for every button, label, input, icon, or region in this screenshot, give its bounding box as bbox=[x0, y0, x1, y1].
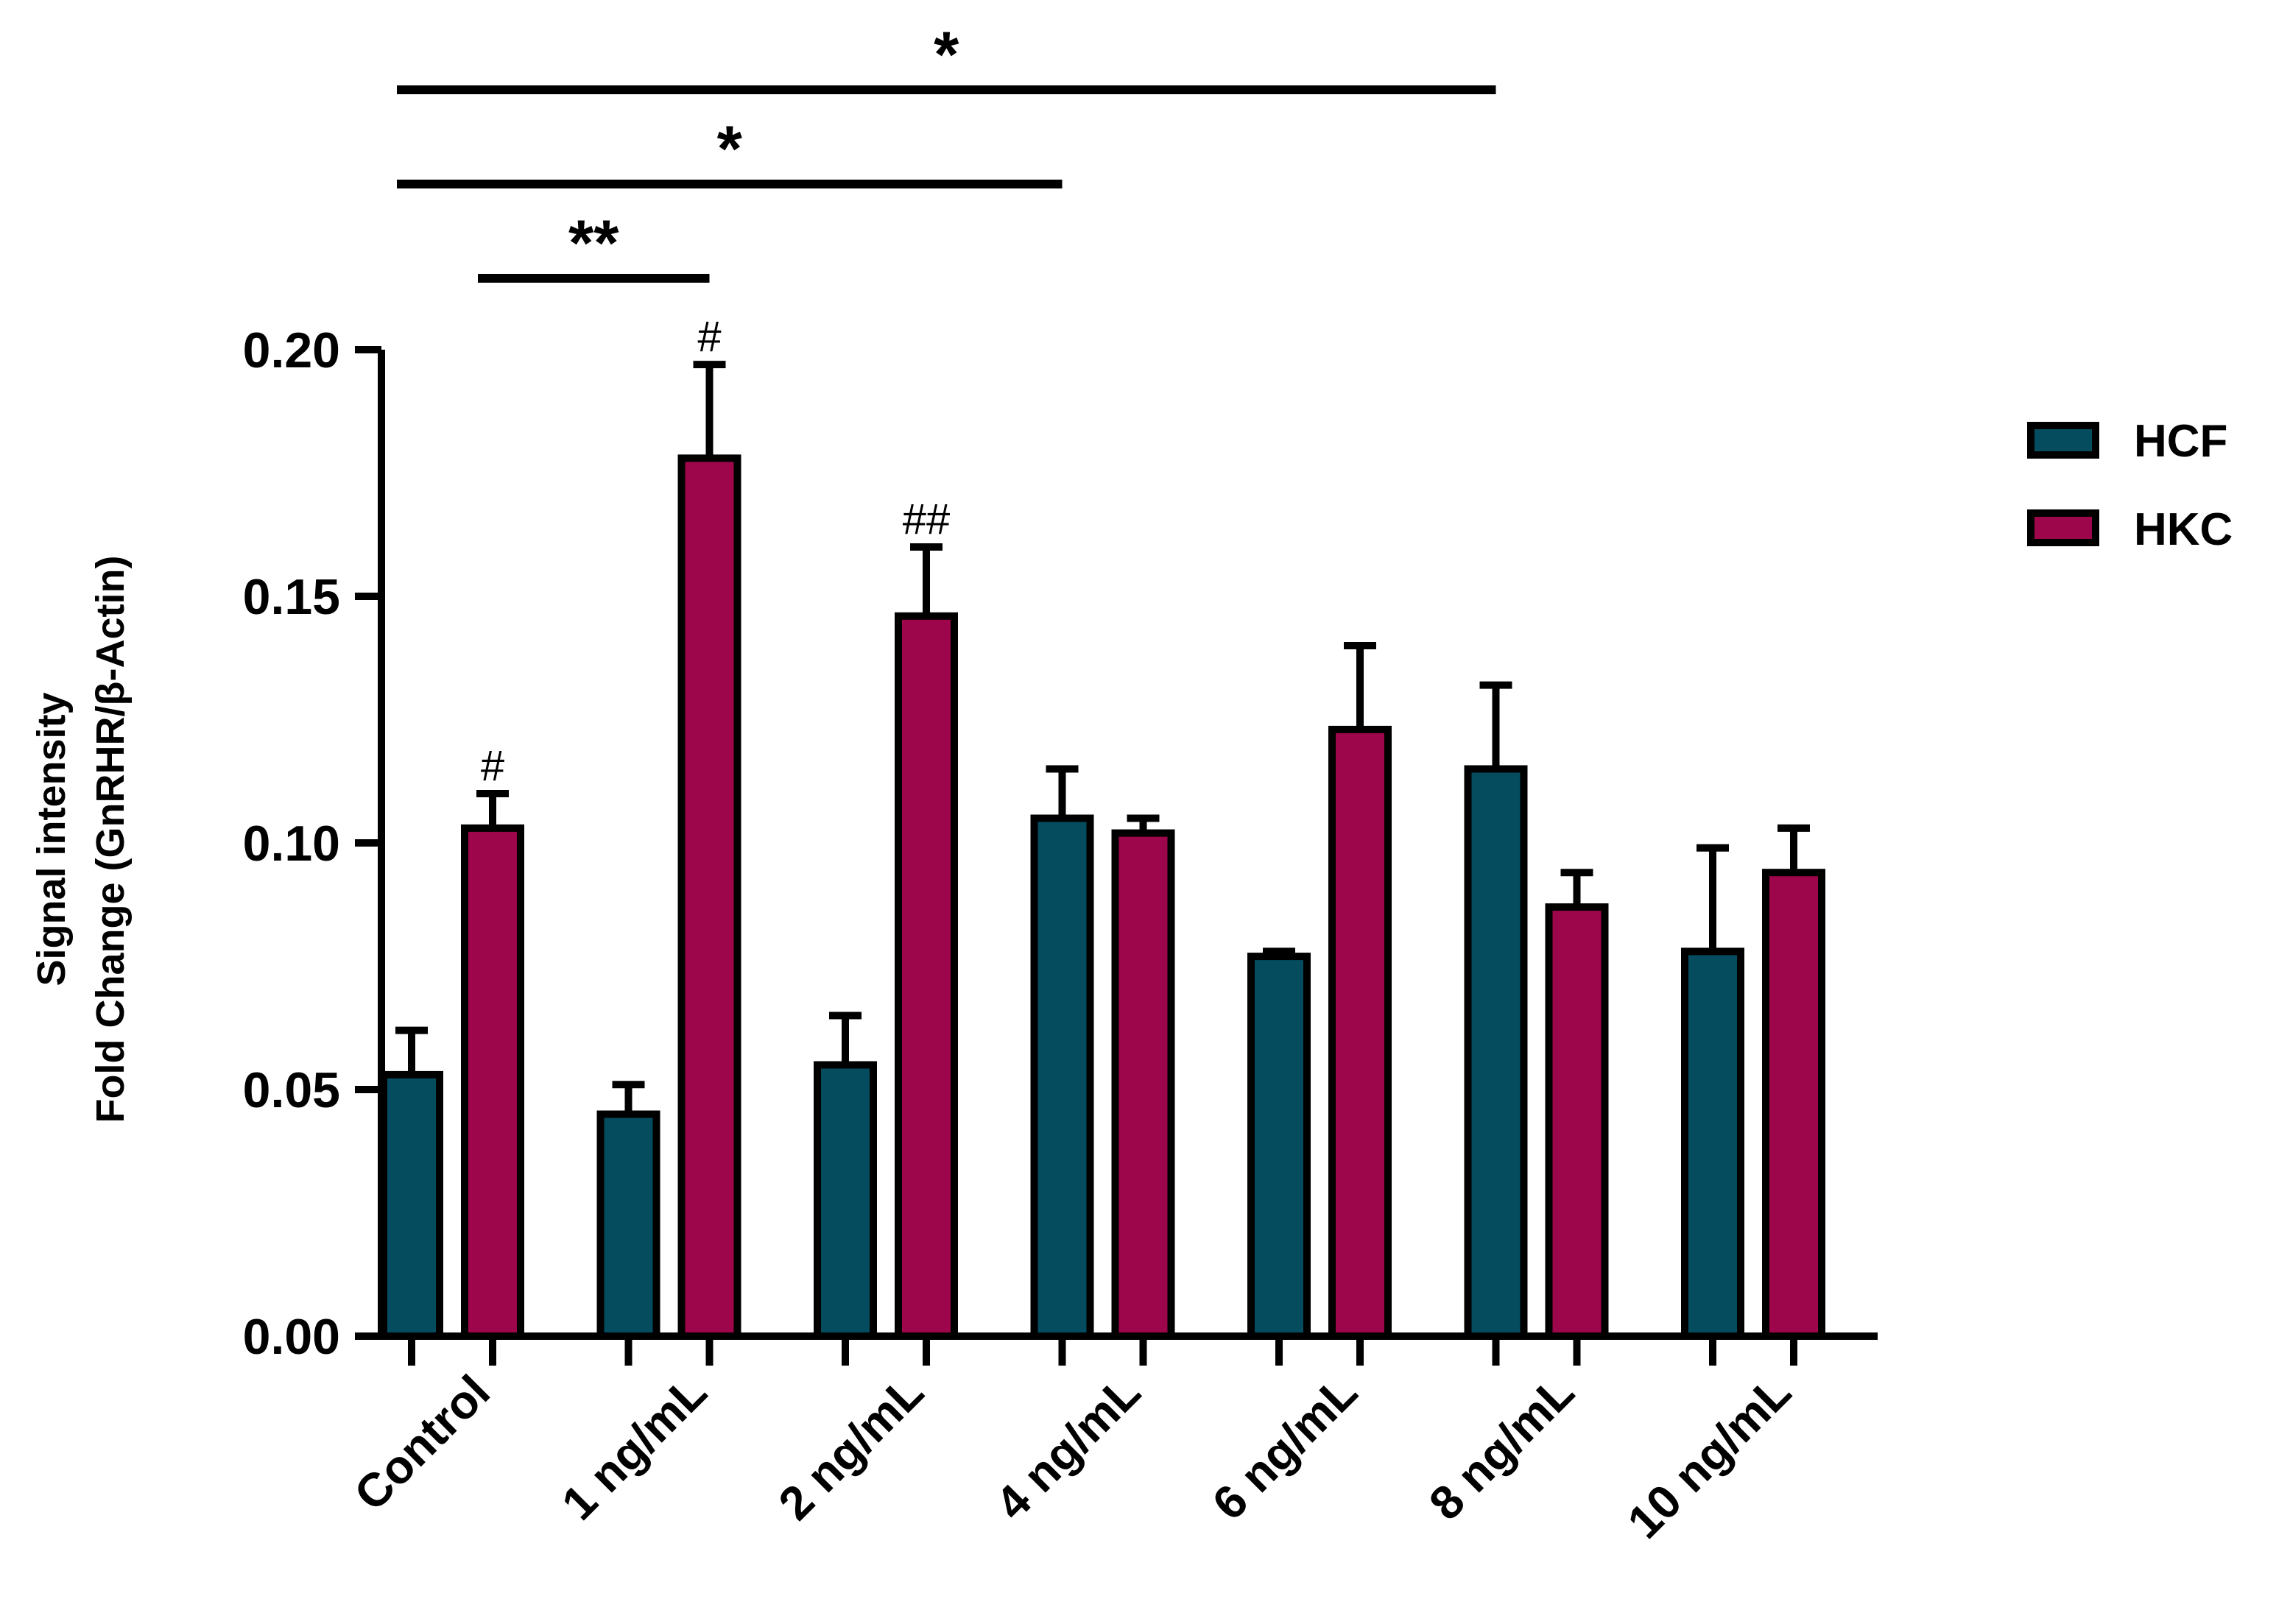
bar-annotation-hkc-0: # bbox=[481, 742, 504, 790]
y-tick-label-3: 0.15 bbox=[243, 569, 340, 625]
bar-hcf-2 bbox=[814, 1061, 877, 1340]
bar-hcf-3 bbox=[1030, 814, 1094, 1340]
bar-hcf-4 bbox=[1247, 953, 1311, 1340]
x-tick-label-2: 2 ng/mL bbox=[769, 1365, 934, 1530]
x-tick-label-3: 4 ng/mL bbox=[985, 1365, 1150, 1530]
bar-annotation-hkc-1: # bbox=[697, 313, 721, 361]
bar-hkc-5 bbox=[1545, 903, 1609, 1340]
bar-hkc-2 bbox=[895, 612, 958, 1340]
bar-hcf-5 bbox=[1464, 765, 1528, 1340]
error-bars-group bbox=[395, 361, 1810, 1115]
legend-swatch-hcf bbox=[2027, 422, 2099, 459]
y-tick-label-0: 0.00 bbox=[243, 1309, 340, 1365]
y-tick-label-2: 0.10 bbox=[243, 816, 340, 872]
legend: HCF HKC bbox=[2027, 416, 2233, 555]
y-ticks-group: 0.00 0.05 0.10 0.15 0.20 bbox=[243, 322, 381, 1365]
significance-label-1: * bbox=[717, 112, 743, 185]
bar-hkc-6 bbox=[1762, 869, 1825, 1340]
y-tick-label-4: 0.20 bbox=[243, 322, 340, 378]
x-tick-label-4: 6 ng/mL bbox=[1202, 1365, 1367, 1530]
bar-hkc-1 bbox=[677, 454, 741, 1340]
bar-hcf-0 bbox=[380, 1070, 443, 1341]
bars-group bbox=[380, 454, 1825, 1341]
x-tick-label-5: 8 ng/mL bbox=[1419, 1365, 1584, 1530]
significance-group: **** bbox=[397, 18, 1496, 283]
significance-label-0: * bbox=[934, 18, 959, 91]
x-tick-label-6: 10 ng/mL bbox=[1617, 1365, 1801, 1549]
y-tick-label-1: 0.05 bbox=[243, 1062, 340, 1118]
bar-hcf-1 bbox=[596, 1110, 660, 1340]
bar-hkc-0 bbox=[461, 824, 524, 1340]
bar-hkc-3 bbox=[1111, 829, 1175, 1340]
y-axis-label-line1: Signal intensity bbox=[29, 692, 74, 986]
x-ticks-group: Control 1 ng/mL 2 ng/mL 4 ng/mL 6 ng/mL 8 ng/… bbox=[344, 1336, 1801, 1549]
legend-swatch-hkc bbox=[2027, 509, 2099, 546]
significance-label-2: ** bbox=[568, 206, 619, 279]
bar-hkc-4 bbox=[1328, 725, 1392, 1340]
annotations-group: #### bbox=[481, 313, 950, 790]
x-tick-label-1: 1 ng/mL bbox=[552, 1365, 716, 1530]
bar-hcf-6 bbox=[1681, 947, 1744, 1340]
y-axis-label-line2: Fold Change (GnRHR/β-Actin) bbox=[88, 556, 133, 1123]
bar-annotation-hkc-2: ## bbox=[903, 495, 951, 543]
x-tick-label-0: Control bbox=[344, 1365, 500, 1521]
legend-label-hcf: HCF bbox=[2134, 416, 2227, 467]
legend-label-hkc: HKC bbox=[2134, 504, 2233, 555]
